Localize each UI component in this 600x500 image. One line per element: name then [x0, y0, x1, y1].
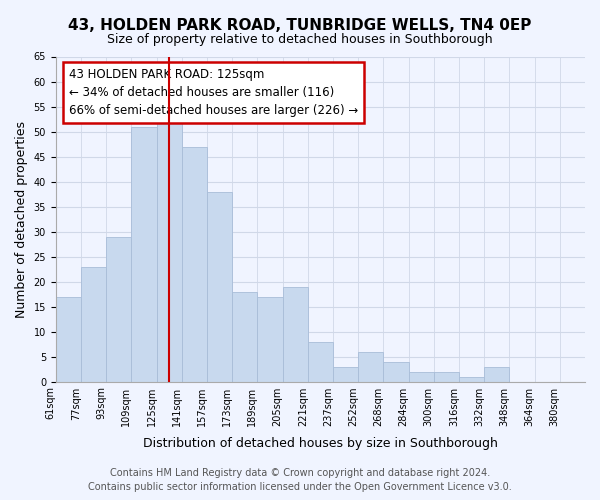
X-axis label: Distribution of detached houses by size in Southborough: Distribution of detached houses by size …: [143, 437, 498, 450]
Text: 43, HOLDEN PARK ROAD, TUNBRIDGE WELLS, TN4 0EP: 43, HOLDEN PARK ROAD, TUNBRIDGE WELLS, T…: [68, 18, 532, 32]
Bar: [283, 286, 308, 382]
Bar: [207, 192, 232, 382]
Bar: [484, 366, 509, 382]
Bar: [459, 376, 484, 382]
Text: 43 HOLDEN PARK ROAD: 125sqm
← 34% of detached houses are smaller (116)
66% of se: 43 HOLDEN PARK ROAD: 125sqm ← 34% of det…: [69, 68, 358, 117]
Bar: [232, 292, 257, 382]
Bar: [81, 266, 106, 382]
Y-axis label: Number of detached properties: Number of detached properties: [15, 120, 28, 318]
Bar: [257, 296, 283, 382]
Bar: [383, 362, 409, 382]
Bar: [358, 352, 383, 382]
Bar: [333, 366, 358, 382]
Bar: [409, 372, 434, 382]
Bar: [434, 372, 459, 382]
Text: Contains HM Land Registry data © Crown copyright and database right 2024.
Contai: Contains HM Land Registry data © Crown c…: [88, 468, 512, 492]
Bar: [131, 126, 157, 382]
Bar: [56, 296, 81, 382]
Bar: [106, 236, 131, 382]
Bar: [308, 342, 333, 382]
Text: Size of property relative to detached houses in Southborough: Size of property relative to detached ho…: [107, 32, 493, 46]
Bar: [182, 146, 207, 382]
Bar: [157, 112, 182, 382]
